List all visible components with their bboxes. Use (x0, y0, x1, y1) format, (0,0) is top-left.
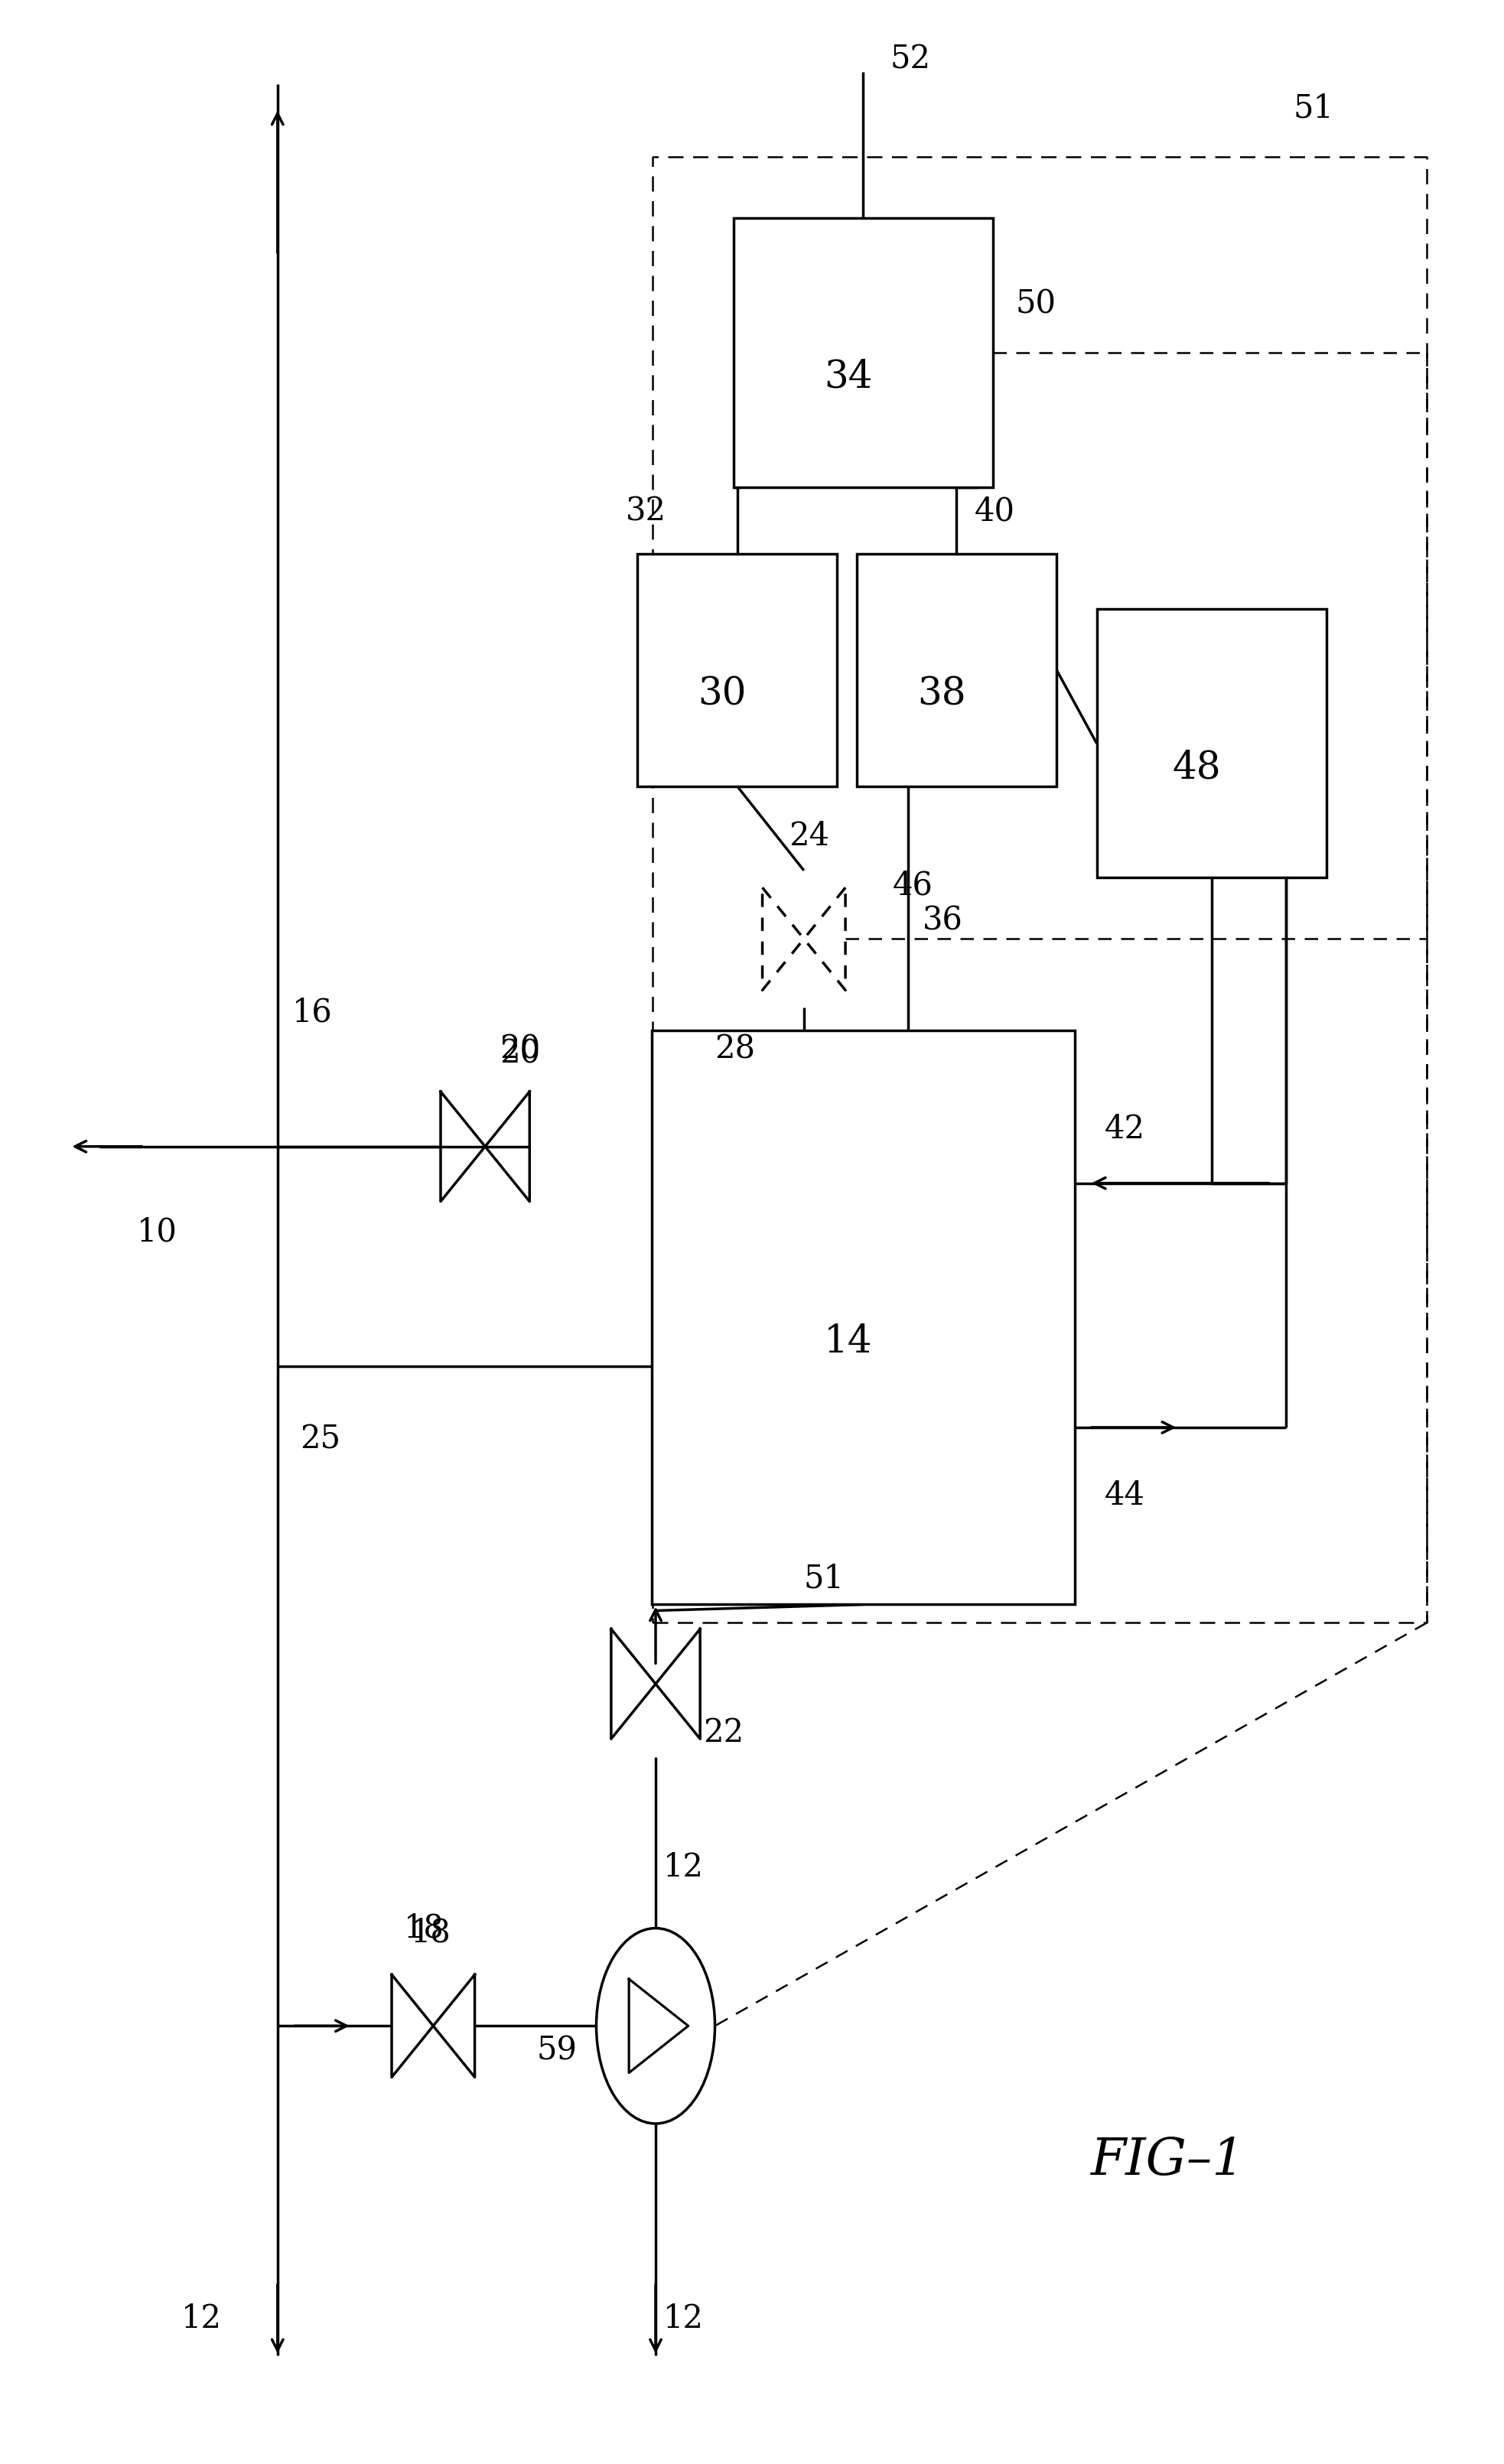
Text: 52: 52 (890, 44, 931, 76)
Text: 38: 38 (917, 675, 966, 715)
Bar (734, 219, 993, 488)
Bar (638, 554, 838, 786)
Text: 12: 12 (663, 2304, 704, 2336)
Text: 34: 34 (824, 357, 872, 397)
Text: 44: 44 (1104, 1481, 1145, 1513)
Text: 51: 51 (805, 1562, 844, 1594)
Text: 10: 10 (137, 1215, 177, 1249)
Text: 40: 40 (975, 495, 1015, 527)
Text: 20: 20 (499, 1032, 540, 1064)
Text: 48: 48 (1173, 749, 1221, 786)
Text: 22: 22 (702, 1717, 744, 1749)
Text: FIG–1: FIG–1 (1090, 2136, 1244, 2186)
Text: 36: 36 (922, 904, 963, 936)
Text: 24: 24 (790, 821, 830, 853)
Text: 12: 12 (663, 1850, 704, 1882)
Text: 46: 46 (893, 870, 934, 902)
Text: 20: 20 (499, 1037, 540, 1069)
Text: 50: 50 (1015, 288, 1056, 320)
Text: 32: 32 (626, 495, 666, 527)
Text: 12: 12 (180, 2304, 221, 2336)
Text: 51: 51 (1293, 91, 1334, 123)
Text: 18: 18 (403, 1912, 444, 1944)
Text: 59: 59 (537, 2035, 578, 2067)
Text: 30: 30 (698, 675, 746, 715)
Bar (1096, 609, 1327, 877)
Text: 25: 25 (299, 1424, 340, 1456)
Text: 16: 16 (292, 995, 332, 1027)
Text: 42: 42 (1104, 1114, 1145, 1146)
Text: 18: 18 (411, 1917, 451, 1949)
Bar (651, 1030, 1074, 1604)
Text: 28: 28 (714, 1032, 755, 1064)
Circle shape (596, 1929, 714, 2124)
Bar (857, 554, 1057, 786)
Text: 14: 14 (824, 1323, 872, 1360)
